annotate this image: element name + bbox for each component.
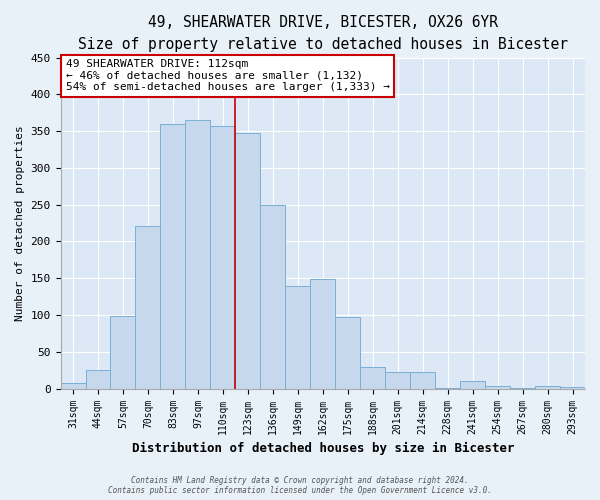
Y-axis label: Number of detached properties: Number of detached properties	[15, 125, 25, 321]
X-axis label: Distribution of detached houses by size in Bicester: Distribution of detached houses by size …	[131, 442, 514, 455]
Bar	[211, 126, 235, 388]
Title: 49, SHEARWATER DRIVE, BICESTER, OX26 6YR
Size of property relative to detached h: 49, SHEARWATER DRIVE, BICESTER, OX26 6YR…	[78, 15, 568, 52]
Bar	[560, 387, 585, 388]
Bar	[385, 372, 410, 388]
Text: Contains HM Land Registry data © Crown copyright and database right 2024.
Contai: Contains HM Land Registry data © Crown c…	[108, 476, 492, 495]
Bar	[410, 372, 435, 388]
Text: 49 SHEARWATER DRIVE: 112sqm
← 46% of detached houses are smaller (1,132)
54% of : 49 SHEARWATER DRIVE: 112sqm ← 46% of det…	[66, 59, 390, 92]
Bar	[86, 370, 110, 388]
Bar	[310, 279, 335, 388]
Bar	[460, 380, 485, 388]
Bar	[136, 226, 160, 388]
Bar	[335, 317, 360, 388]
Bar	[110, 316, 136, 388]
Bar	[360, 366, 385, 388]
Bar	[260, 204, 286, 388]
Bar	[160, 124, 185, 388]
Bar	[235, 132, 260, 388]
Bar	[286, 286, 310, 389]
Bar	[61, 382, 86, 388]
Bar	[535, 386, 560, 388]
Bar	[185, 120, 211, 388]
Bar	[485, 386, 510, 388]
